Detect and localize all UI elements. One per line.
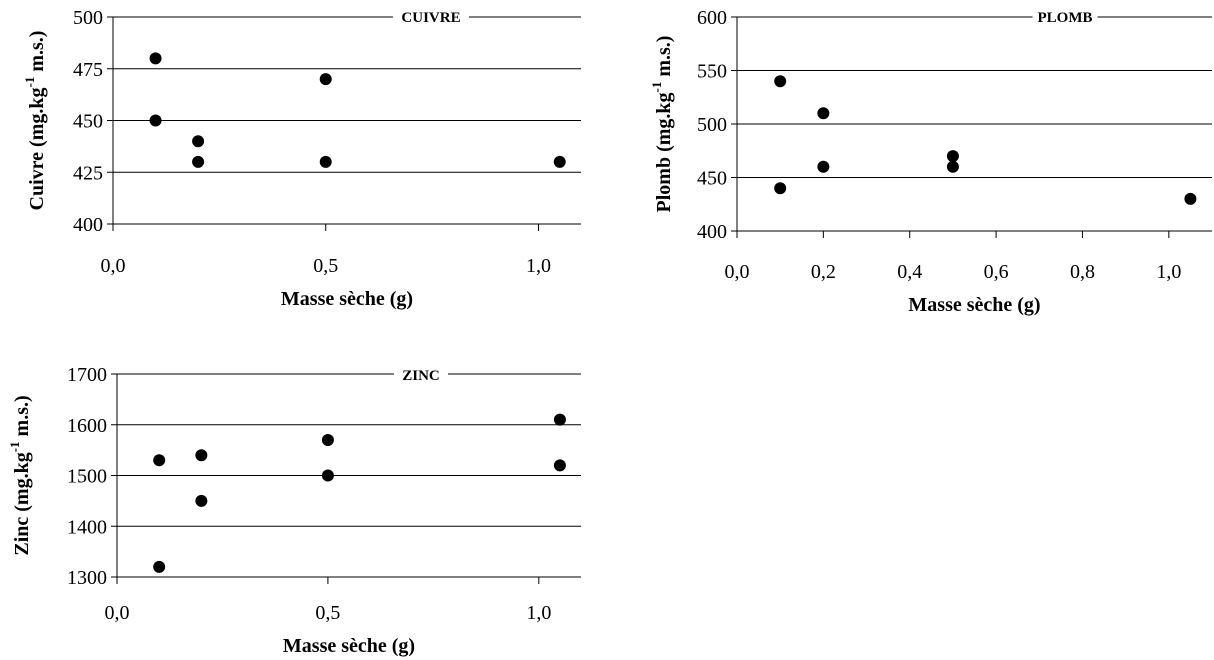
y-tick-label: 550 [697,61,727,83]
x-tick-label: 0,2 [811,261,836,283]
data-point [149,114,162,127]
data-point [195,449,208,462]
chart-title: PLOMB [1038,10,1093,26]
x-tick-label: 1,0 [1156,261,1181,283]
data-point [817,160,830,173]
y-tick-label: 425 [73,162,103,184]
y-axis-label-suffix: m.s.) [11,395,33,441]
data-point [774,182,787,195]
data-point [149,52,162,65]
x-tick-label: 0,0 [105,602,130,624]
data-point [192,135,205,148]
y-axis-label-sup: -1 [649,82,664,93]
data-point [319,155,332,168]
chart-zinc: 1300 1400 1500 1600 1700 0,0 0,5 1,0 ZINC Masse s… [7,364,581,657]
y-tick-label: 1500 [67,466,107,488]
y-axis-label-sup: -1 [22,77,37,88]
data-point [946,160,959,173]
y-axis-label-suffix: m.s.) [653,36,675,82]
x-tick-label: 1,0 [526,255,551,277]
data-point [553,155,566,168]
data-point [817,107,830,120]
x-axis-label: Masse sèche (g) [281,288,413,310]
chart-title: ZINC [402,368,440,384]
data-point [192,155,205,168]
x-tick-label: 1,0 [526,602,551,624]
y-axis-label-prefix: Plomb (mg.kg [653,92,675,212]
x-tick-label: 0,0 [101,255,126,277]
chart-title: CUIVRE [401,10,460,26]
data-point [553,413,566,426]
y-axis-label-prefix: Zinc (mg.kg [11,452,33,555]
title-background [1032,9,1098,26]
x-tick-label: 0,5 [315,602,340,624]
x-tick-label: 0,5 [313,255,338,277]
title-background [393,9,469,26]
y-tick-label: 450 [73,111,103,133]
data-point [195,494,208,507]
y-tick-label: 1600 [67,415,107,437]
data-point [774,75,787,88]
data-point [553,459,566,472]
y-axis-label: Zinc (mg.kg-1 m.s.) [7,395,33,555]
title-background [394,367,448,384]
y-tick-label: 400 [697,221,727,243]
chart-cuivre: 400 425 450 475 500 0,0 0,5 1,0 CUIVRE Masse sèch… [22,7,581,310]
data-point [946,150,959,163]
y-tick-label: 500 [73,7,103,29]
data-point [1184,192,1197,205]
x-axis-label: Masse sèche (g) [908,294,1040,316]
y-tick-label: 1400 [67,516,107,538]
x-tick-label: 0,8 [1070,261,1095,283]
data-point [321,469,334,482]
y-tick-label: 475 [73,59,103,81]
y-axis-label-suffix: m.s.) [26,31,48,77]
y-axis-label-sup: -1 [7,441,22,452]
x-tick-label: 0,6 [984,261,1009,283]
x-tick-label: 0,4 [897,261,922,283]
y-axis-label-prefix: Cuivre (mg.kg [26,87,48,210]
y-tick-label: 450 [697,168,727,190]
chart-plomb: 400 450 500 550 600 0,0 0,2 0,4 0,6 0,8 1,0 PLOMB Ma… [649,7,1212,316]
x-tick-label: 0,0 [725,261,750,283]
y-tick-label: 600 [697,7,727,29]
y-axis-label: Cuivre (mg.kg-1 m.s.) [22,31,48,211]
data-point [319,73,332,86]
data-point [153,560,166,573]
y-axis-label: Plomb (mg.kg-1 m.s.) [649,36,675,213]
y-tick-label: 400 [73,214,103,236]
data-point [321,433,334,446]
y-tick-label: 500 [697,114,727,136]
y-tick-label: 1300 [67,567,107,589]
data-point [153,454,166,467]
y-tick-label: 1700 [67,364,107,386]
x-axis-label: Masse sèche (g) [283,635,415,657]
